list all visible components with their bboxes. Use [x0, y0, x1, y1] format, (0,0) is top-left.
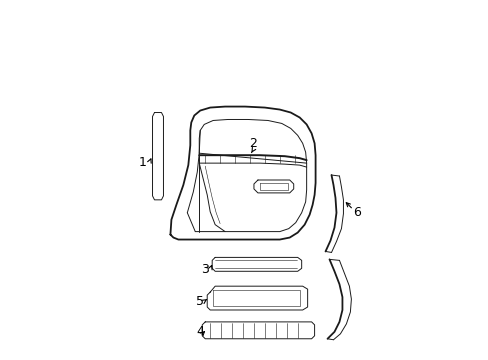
Text: 4: 4 — [196, 325, 204, 338]
Text: 3: 3 — [201, 263, 209, 276]
Text: 6: 6 — [353, 206, 361, 219]
Text: 1: 1 — [139, 156, 146, 168]
Text: 2: 2 — [248, 137, 256, 150]
Text: 5: 5 — [196, 294, 204, 307]
